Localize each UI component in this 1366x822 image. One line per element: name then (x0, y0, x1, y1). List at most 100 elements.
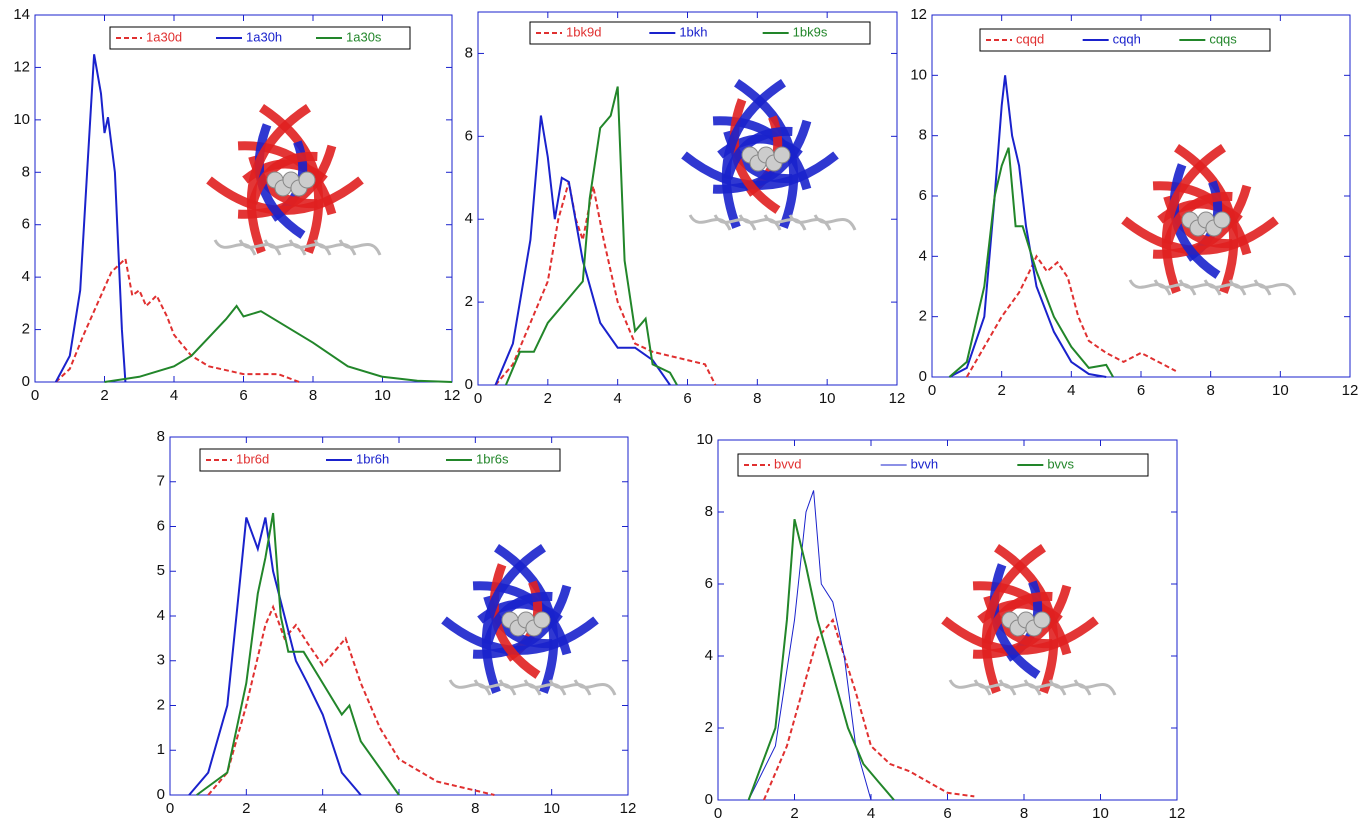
protein-image (1121, 143, 1297, 296)
x-tick-label: 2 (544, 390, 552, 407)
x-tick-label: 12 (1169, 805, 1186, 822)
data-line (504, 86, 678, 386)
legend-label: bvvh (911, 456, 938, 471)
y-tick-label: 1 (157, 741, 165, 758)
x-tick-label: 0 (31, 387, 39, 404)
y-tick-label: 10 (13, 111, 30, 128)
y-tick-label: 4 (22, 268, 30, 285)
x-tick-label: 12 (889, 390, 906, 407)
ribbon (494, 543, 559, 694)
x-tick-label: 12 (620, 800, 637, 817)
ribbon (721, 78, 786, 229)
y-tick-label: 14 (13, 6, 30, 23)
chart-panel: 0 2 4 6 8 10 12 0 2 4 6 8 10 12 cqqd cqqh cqqs (910, 6, 1358, 399)
legend-label: 1br6h (356, 451, 389, 466)
loop (1153, 279, 1197, 296)
loop (948, 679, 992, 696)
loop (713, 214, 757, 231)
ligand (533, 611, 551, 629)
y-tick-label: 10 (696, 431, 713, 448)
x-tick-label: 8 (1206, 382, 1214, 399)
x-tick-label: 4 (613, 390, 621, 407)
y-tick-label: 4 (157, 607, 165, 624)
loop (1178, 279, 1222, 296)
legend-label: 1a30d (146, 29, 182, 44)
y-tick-label: 5 (157, 562, 165, 579)
y-tick-label: 2 (22, 321, 30, 338)
y-tick-label: 7 (157, 473, 165, 490)
chart-panel: 0 2 4 6 8 10 12 0 2 4 6 8 10 12 14 1a30d 1a30h 1a30s (13, 6, 460, 404)
x-tick-label: 0 (166, 800, 174, 817)
y-tick-label: 3 (157, 652, 165, 669)
y-tick-label: 2 (157, 696, 165, 713)
loop (448, 679, 492, 696)
loop (1203, 279, 1247, 296)
loop (548, 679, 592, 696)
data-line (965, 254, 1177, 378)
y-tick-label: 10 (910, 66, 927, 83)
ribbon (1121, 216, 1279, 255)
data-line (762, 617, 975, 801)
protein-image (206, 103, 382, 256)
protein-image (681, 78, 857, 231)
y-tick-label: 6 (705, 575, 713, 592)
y-tick-label: 6 (22, 216, 30, 233)
data-line (207, 604, 495, 796)
x-tick-label: 6 (1137, 382, 1145, 399)
y-tick-label: 0 (919, 368, 927, 385)
loop (1228, 279, 1272, 296)
x-tick-label: 0 (928, 382, 936, 399)
x-tick-label: 4 (1067, 382, 1075, 399)
legend: bvvd bvvh bvvs (737, 453, 1149, 477)
legend-box (109, 26, 411, 50)
legend: cqqd cqqh cqqs (979, 28, 1271, 52)
legend-label: bvvd (774, 456, 801, 471)
x-tick-label: 4 (867, 805, 875, 822)
x-tick-label: 8 (471, 800, 479, 817)
legend-label: cqqs (1209, 31, 1237, 46)
legend-label: 1bkh (679, 24, 707, 39)
loop (973, 679, 1017, 696)
y-tick-label: 8 (465, 44, 473, 61)
loop (473, 679, 517, 696)
loop (738, 214, 782, 231)
legend-label: 1br6d (236, 451, 269, 466)
loop (1023, 679, 1067, 696)
data-line (54, 54, 127, 383)
legend-box (199, 448, 561, 472)
y-tick-label: 8 (157, 428, 165, 445)
legend-label: cqqd (1016, 31, 1044, 46)
y-tick-label: 0 (705, 791, 713, 808)
x-tick-label: 6 (943, 805, 951, 822)
x-tick-label: 10 (1092, 805, 1109, 822)
legend: 1br6d 1br6h 1br6s (199, 448, 561, 472)
ligand (1213, 211, 1231, 229)
legend-label: 1a30h (246, 29, 282, 44)
ribbon (481, 543, 546, 694)
legend: 1a30d 1a30h 1a30s (109, 26, 411, 50)
loop (313, 239, 357, 256)
y-tick-label: 8 (22, 163, 30, 180)
data-line (948, 147, 1114, 378)
data-line (196, 512, 400, 796)
loop (523, 679, 567, 696)
y-tick-label: 2 (919, 308, 927, 325)
chart-panel: 0 2 4 6 8 10 12 0 2 4 6 8 10 bvvd bvvh bvvs (696, 431, 1185, 822)
x-tick-label: 6 (683, 390, 691, 407)
ribbon (483, 591, 553, 645)
x-tick-label: 8 (309, 387, 317, 404)
x-tick-label: 10 (819, 390, 836, 407)
y-tick-label: 6 (919, 187, 927, 204)
loop (763, 214, 807, 231)
x-tick-label: 2 (242, 800, 250, 817)
loop (288, 239, 332, 256)
data-line (948, 75, 1107, 378)
loop (688, 214, 732, 231)
y-tick-label: 4 (465, 210, 473, 227)
protein-image (941, 543, 1117, 696)
protein-image (441, 543, 617, 696)
plot-frame (477, 11, 898, 386)
loop (338, 239, 382, 256)
data-line (747, 518, 895, 801)
ribbon (1161, 143, 1226, 294)
